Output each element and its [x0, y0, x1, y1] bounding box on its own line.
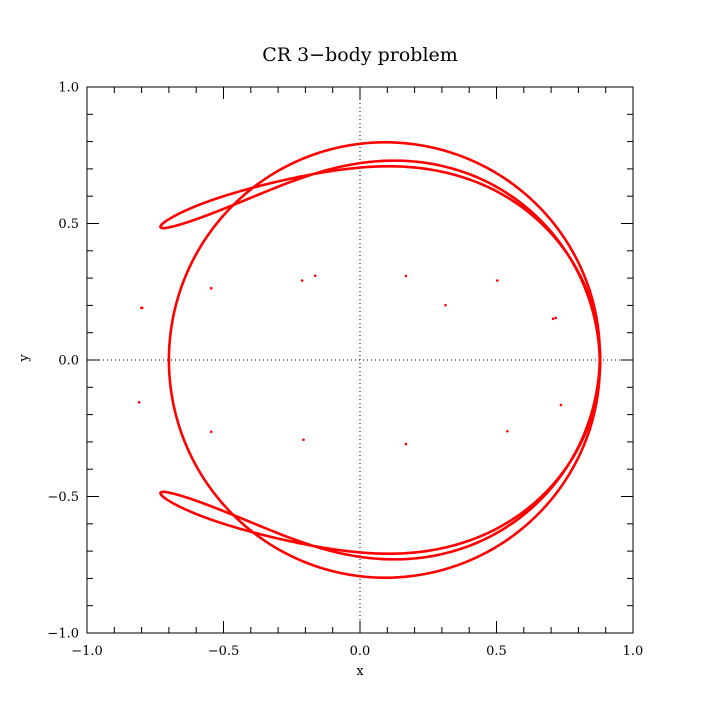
y-tick-label: −1.0: [47, 627, 79, 642]
y-tick-label: 1.0: [58, 81, 79, 96]
series-0-point: [302, 438, 305, 442]
series-0-point: [554, 316, 558, 320]
series-0-point: [506, 429, 509, 433]
series-0-point: [444, 303, 447, 307]
series-0-point: [404, 442, 408, 446]
series-0-point: [496, 279, 499, 282]
series-0-point: [598, 358, 602, 362]
y-axis-label: y: [17, 354, 32, 363]
x-tick-label: 0.5: [486, 644, 507, 659]
series-0-line: [159, 141, 602, 579]
series-0-point: [559, 403, 563, 407]
x-axis-label: x: [356, 664, 364, 679]
zero-lines: [87, 87, 633, 633]
x-tick-label: −1.0: [71, 644, 103, 659]
plot-frame: [86, 86, 634, 634]
series-0-point: [209, 430, 213, 434]
y-tick-label: 0.0: [58, 354, 79, 369]
y-tick-label: 0.5: [58, 217, 79, 232]
series-0-point: [313, 274, 317, 277]
series-0-point: [137, 401, 141, 404]
y-tick-label: −0.5: [47, 490, 79, 505]
series-0-point: [551, 317, 555, 321]
series-0-point: [140, 306, 143, 310]
chart-title: CR 3−body problem: [262, 44, 458, 66]
tick-labels: −1.0 −0.5 0.0 0.5 1.0 −1.0 −0.5 0.0 0.5 1.0: [47, 81, 643, 660]
series-layer: [137, 141, 602, 579]
series-0-point: [209, 286, 213, 290]
series-0-point: [404, 274, 408, 278]
x-tick-label: 0.0: [350, 644, 371, 659]
x-tick-label: −0.5: [208, 644, 240, 659]
series-0-point: [300, 279, 304, 282]
x-tick-label: 1.0: [623, 644, 644, 659]
